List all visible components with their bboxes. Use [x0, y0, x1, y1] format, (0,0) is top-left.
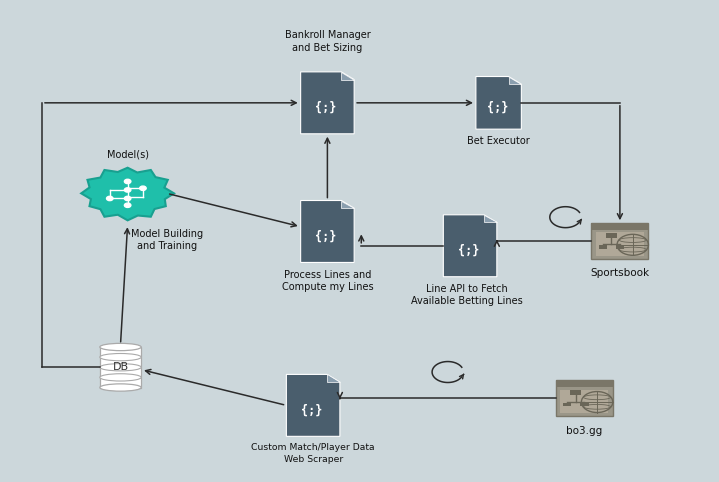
Bar	[556, 380, 613, 387]
Text: {;}: {;}	[301, 403, 322, 416]
Ellipse shape	[100, 363, 141, 371]
Bar	[560, 389, 608, 413]
Bar	[595, 232, 644, 256]
Text: Bankroll Manager
and Bet Sizing: Bankroll Manager and Bet Sizing	[285, 30, 370, 53]
Text: Sportsbook: Sportsbook	[590, 268, 649, 279]
FancyBboxPatch shape	[556, 380, 613, 416]
Text: {;}: {;}	[315, 230, 336, 243]
Text: Model(s): Model(s)	[106, 149, 149, 159]
Polygon shape	[444, 215, 497, 277]
Bar	[580, 402, 589, 406]
Circle shape	[139, 186, 146, 190]
Polygon shape	[286, 375, 340, 436]
Polygon shape	[342, 72, 354, 80]
Text: Model Building
and Training: Model Building and Training	[131, 229, 203, 252]
Text: Line API to Fetch
Available Betting Lines: Line API to Fetch Available Betting Line…	[411, 284, 523, 306]
Polygon shape	[81, 168, 174, 220]
Ellipse shape	[100, 353, 141, 361]
Polygon shape	[301, 72, 354, 134]
Text: {;}: {;}	[487, 101, 508, 114]
Ellipse shape	[100, 343, 141, 350]
Ellipse shape	[100, 374, 141, 381]
Text: {;}: {;}	[458, 244, 480, 257]
Bar	[598, 245, 607, 249]
Text: bo3.gg: bo3.gg	[566, 426, 603, 436]
Polygon shape	[327, 375, 340, 382]
Bar	[563, 402, 572, 406]
Polygon shape	[342, 201, 354, 208]
Circle shape	[124, 203, 131, 207]
Ellipse shape	[100, 384, 141, 391]
Bar	[591, 223, 649, 229]
Bar	[100, 347, 141, 388]
Circle shape	[124, 179, 131, 184]
Circle shape	[124, 188, 131, 192]
Circle shape	[106, 196, 113, 201]
Text: {;}: {;}	[315, 101, 336, 114]
Bar	[570, 390, 582, 395]
Text: DB: DB	[112, 362, 129, 372]
Text: Process Lines and
Compute my Lines: Process Lines and Compute my Lines	[282, 269, 373, 292]
Text: Bet Executor: Bet Executor	[467, 136, 530, 147]
Bar	[615, 245, 624, 249]
Text: Custom Match/Player Data
Web Scraper: Custom Match/Player Data Web Scraper	[252, 443, 375, 464]
Polygon shape	[476, 77, 521, 129]
Polygon shape	[484, 215, 497, 223]
Bar	[605, 233, 617, 238]
Circle shape	[124, 196, 131, 201]
Polygon shape	[508, 77, 521, 84]
Polygon shape	[301, 201, 354, 262]
FancyBboxPatch shape	[591, 223, 649, 259]
